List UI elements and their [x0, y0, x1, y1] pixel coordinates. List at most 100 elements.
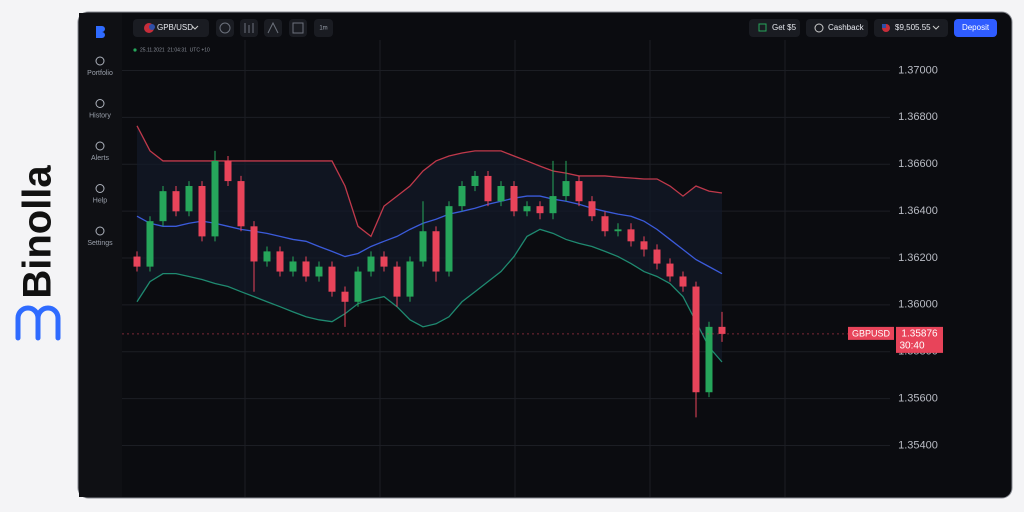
app-logo: [96, 26, 105, 38]
brand-logo: [15, 305, 61, 341]
sidebar-icon: [95, 226, 105, 236]
candle-body: [159, 191, 167, 222]
price-tag-timer: 30:40: [899, 341, 924, 352]
price-tag: [896, 326, 943, 353]
candle-body: [718, 326, 726, 334]
candle-body: [705, 326, 713, 393]
timeframe-label: 1m: [319, 26, 327, 32]
candle-body: [289, 261, 297, 272]
candle-body: [484, 175, 492, 202]
sidebar-label: Portfolio: [87, 70, 113, 77]
candle-body: [575, 181, 583, 202]
sidebar-item[interactable]: Alerts: [91, 141, 109, 162]
candle-body: [653, 249, 661, 264]
sidebar-label: History: [89, 112, 111, 119]
candle-body: [419, 231, 427, 262]
candle-body: [263, 251, 271, 262]
candle-body: [224, 160, 232, 182]
sidebar-icon: [95, 184, 105, 193]
candle-body: [510, 186, 518, 212]
pair-selector[interactable]: GPB/USD: [133, 19, 209, 37]
cashback-label: Cashback: [828, 23, 865, 32]
bonus-button[interactable]: Get $5: [749, 19, 800, 37]
deposit-label: Deposit: [962, 23, 990, 32]
candle-body: [237, 181, 245, 227]
sidebar-item[interactable]: History: [89, 99, 111, 120]
candle-body: [445, 206, 453, 272]
candle-body: [315, 266, 323, 277]
candle-body: [406, 261, 414, 297]
y-tick-label: 1.36400: [898, 205, 938, 217]
balance-label: $9,505.55: [895, 23, 931, 32]
candle-body: [198, 186, 206, 237]
candle-body: [328, 266, 336, 292]
candle-body: [172, 191, 180, 212]
timestamp: 25.11.2021 21:04:31 UTC +10: [140, 47, 210, 53]
candle-body: [302, 261, 310, 277]
candle-body: [640, 241, 648, 250]
candle-body: [367, 256, 375, 272]
candle-body: [211, 160, 219, 237]
candle-body: [380, 256, 388, 267]
candle-body: [562, 181, 570, 197]
candle-body: [666, 263, 674, 277]
candle-body: [341, 291, 349, 302]
deposit-button[interactable]: Deposit: [954, 19, 997, 37]
candle-body: [601, 216, 609, 232]
candle-body: [276, 251, 284, 272]
sidebar-label: Alerts: [91, 155, 109, 162]
tool-buttons[interactable]: [216, 19, 307, 37]
candle-body: [692, 286, 700, 393]
sidebar-label: Settings: [87, 240, 113, 247]
pair-label: GPB/USD: [157, 23, 193, 32]
plot: 1.37000 1.36800 1.36600 1.36400 1.36200 1.360…: [122, 64, 943, 451]
app-frame: [77, 11, 1013, 499]
candle-body: [679, 276, 687, 287]
candle-body: [432, 231, 440, 272]
candle-body: [185, 186, 193, 212]
candle-body: [549, 196, 557, 214]
candle-body: [497, 186, 505, 202]
lower-band: [136, 228, 723, 363]
price-tag-value: 1.35876: [901, 329, 938, 340]
cashback-button[interactable]: Cashback: [806, 19, 868, 37]
sidebar-menu: Portfolio History Alerts Help Settings: [87, 56, 113, 247]
candle-body: [146, 221, 154, 267]
sidebar-item[interactable]: Help: [93, 184, 108, 205]
middle-band: [136, 195, 723, 275]
candle-body: [133, 256, 141, 267]
candle-body: [354, 271, 362, 302]
y-tick-label: 1.35600: [898, 392, 938, 404]
price-tag-symbol-bg: [848, 326, 894, 340]
candle-body: [614, 229, 622, 232]
live-dot: [133, 48, 137, 52]
candle-body: [588, 201, 596, 217]
candle-body: [471, 175, 479, 187]
sidebar-icon: [95, 141, 105, 151]
candle-body: [250, 226, 258, 262]
sidebar-icon: [95, 99, 105, 108]
candle-body: [523, 206, 531, 212]
y-tick-label: 1.37000: [898, 64, 938, 76]
bonus-label: Get $5: [772, 23, 797, 32]
y-tick-label: 1.36800: [898, 111, 938, 123]
balance-button[interactable]: $9,505.55: [874, 19, 948, 37]
y-tick-label: 1.36600: [898, 158, 938, 170]
y-tick-label: 1.35400: [898, 439, 938, 451]
timeframe-button[interactable]: 1m: [314, 19, 333, 37]
sidebar-item[interactable]: Settings: [87, 226, 113, 247]
brand-name: Binolla: [16, 165, 60, 299]
sidebar-icon: [95, 56, 105, 66]
sidebar-item[interactable]: Portfolio: [87, 56, 113, 77]
sidebar: [79, 13, 122, 497]
candle-body: [627, 229, 635, 242]
upper-band: [136, 125, 723, 238]
sidebar-label: Help: [93, 197, 108, 204]
y-tick-label: 1.36200: [898, 252, 938, 264]
y-tick-label: 1.36000: [898, 299, 938, 311]
price-tag-symbol: GBPUSD: [852, 328, 891, 338]
candle-body: [536, 206, 544, 214]
